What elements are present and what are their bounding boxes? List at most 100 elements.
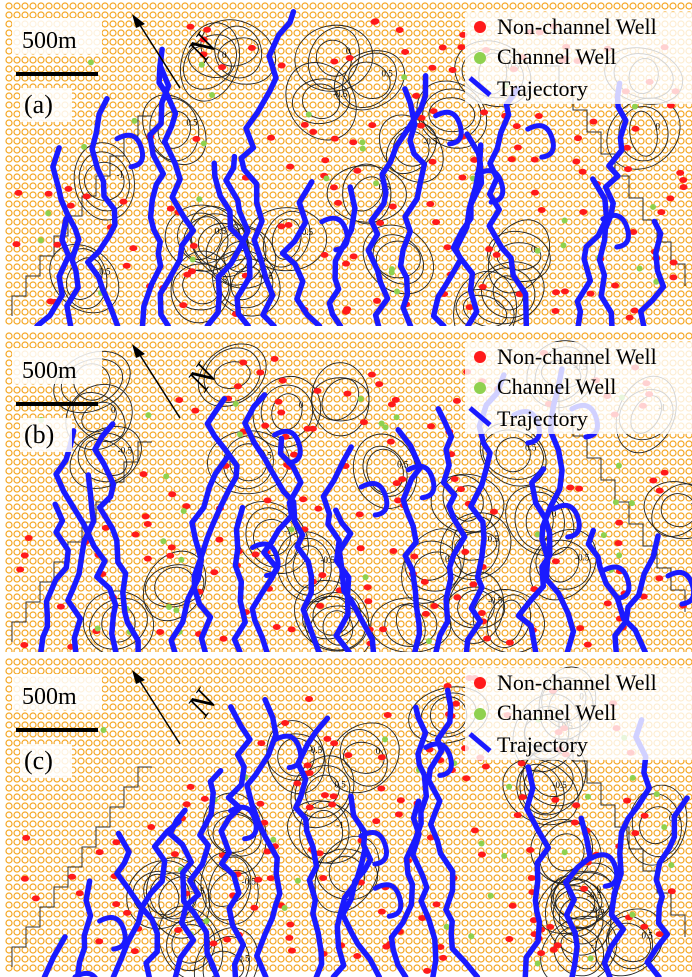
non-channel-well (305, 695, 314, 702)
non-channel-well (428, 64, 437, 71)
non-channel-well (353, 167, 362, 174)
non-channel-well (667, 888, 676, 895)
trajectory-path (167, 807, 220, 977)
non-channel-well (423, 967, 432, 974)
channel-well (478, 840, 485, 847)
non-channel-well (183, 271, 192, 278)
panel-label: (a) (24, 90, 53, 119)
non-channel-well (368, 122, 377, 129)
non-channel-well (517, 760, 526, 767)
non-channel-well (56, 603, 65, 610)
non-channel-well (313, 387, 322, 394)
non-channel-well (614, 540, 623, 547)
non-channel-well (631, 830, 640, 837)
non-channel-well (112, 901, 121, 908)
channel-well (100, 727, 107, 734)
non-channel-well (256, 369, 265, 376)
non-channel-well (630, 307, 639, 314)
non-channel-well (330, 58, 339, 65)
non-channel-well (429, 108, 438, 115)
channel-well (160, 538, 167, 545)
legend-label: Trajectory (497, 76, 588, 101)
non-channel-well (191, 407, 200, 414)
channel-well (443, 923, 450, 930)
non-channel-well (192, 135, 201, 142)
channel-well (382, 736, 389, 743)
non-channel-well (277, 223, 286, 230)
trajectory-path (50, 145, 82, 326)
non-channel-well (551, 308, 560, 315)
non-channel-well (364, 598, 373, 605)
non-channel-well (342, 260, 351, 267)
non-channel-well (182, 503, 191, 510)
non-channel-well (112, 839, 121, 846)
contour-label: -0.5 (575, 553, 590, 563)
contour-label: 0.5 (381, 68, 393, 78)
panel-c: -0.500.5-10.5-0.50-0.500.5-0.5-1-0.50-0.… (0, 656, 692, 977)
non-channel-well (655, 487, 664, 494)
non-channel-well (123, 909, 132, 916)
non-channel-well (625, 314, 634, 321)
non-channel-well (481, 763, 490, 770)
non-channel-well (200, 795, 209, 802)
non-channel-well (122, 262, 131, 269)
trajectory-path (139, 64, 172, 326)
non-channel-well (349, 139, 358, 146)
non-channel-well (623, 144, 632, 151)
trajectory-path (204, 153, 251, 326)
channel-well (237, 431, 244, 438)
non-channel-well (427, 423, 436, 430)
channel-well (323, 175, 330, 182)
non-channel-well (239, 359, 248, 366)
scale-bar: 500m (16, 358, 98, 406)
non-channel-well (272, 624, 281, 631)
contour-label: 0 (552, 509, 557, 519)
non-channel-well (189, 242, 198, 249)
non-channel-well (53, 241, 62, 248)
channel-well (37, 237, 44, 244)
channel-well (382, 424, 389, 431)
non-channel-well (462, 775, 471, 782)
non-channel-well (396, 797, 405, 804)
non-channel-well (420, 578, 429, 585)
non-channel-well (343, 390, 352, 397)
trajectory-path (326, 184, 358, 326)
non-channel-well (287, 947, 296, 954)
non-channel-well (508, 902, 517, 909)
non-channel-well (395, 26, 404, 33)
panel-label: (b) (24, 420, 54, 449)
trajectory-path (38, 501, 71, 652)
non-channel-well (417, 122, 426, 129)
non-channel-well (186, 783, 195, 790)
legend-label: Trajectory (497, 406, 588, 431)
non-channel-well (219, 635, 228, 642)
trajectory-path (114, 830, 161, 977)
non-channel-well (293, 780, 302, 787)
trajectory-path (562, 815, 593, 977)
channel-well (653, 278, 660, 285)
non-channel-well (483, 635, 492, 642)
non-channel-well (254, 876, 263, 883)
trajectory-branch (272, 428, 303, 466)
non-channel-well (398, 476, 407, 483)
trajectory-path (74, 878, 94, 977)
scale-label: 500m (22, 358, 77, 384)
non-channel-well (203, 26, 212, 33)
contour-label: 0.5 (525, 443, 537, 453)
non-channel-well (489, 508, 498, 515)
non-channel-well (553, 942, 562, 949)
trajectory-path (330, 845, 368, 977)
contour-label: -0.5 (299, 227, 314, 237)
map-svg-a: -0.500.5-10.5-0.50-0.500.5-0.5-1-0.50-0.… (5, 2, 692, 326)
trajectory-path (596, 80, 629, 326)
non-channel-well (387, 401, 396, 408)
non-channel-well (257, 740, 266, 747)
channel-well (631, 103, 638, 110)
non-channel-well (629, 228, 638, 235)
contour-label: -0.5 (333, 89, 348, 99)
non-channel-well (166, 552, 175, 559)
contour-label: -1 (591, 939, 599, 949)
non-channel-well (505, 935, 514, 942)
non-channel-well (281, 719, 290, 726)
non-channel-well (330, 135, 339, 142)
